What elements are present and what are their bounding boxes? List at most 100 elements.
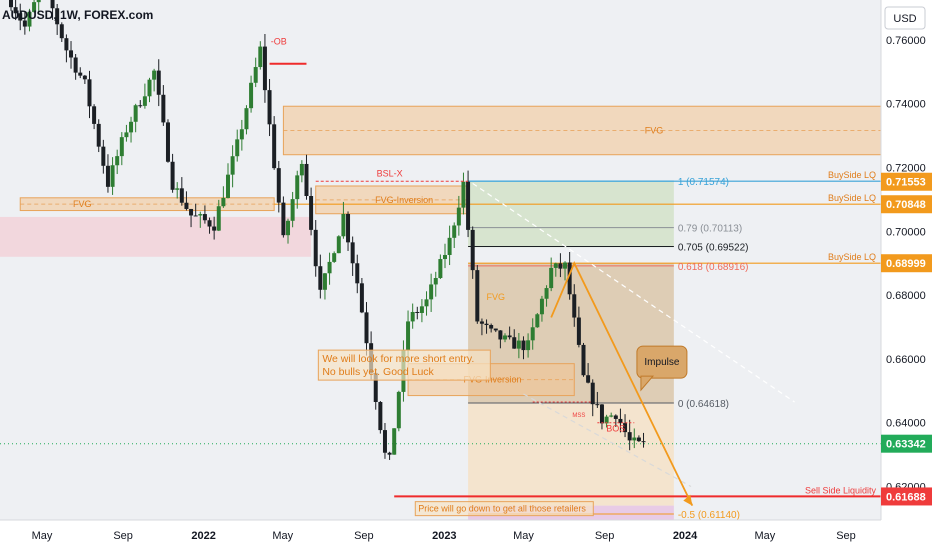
candle-body	[387, 452, 392, 455]
candle-body	[613, 415, 618, 419]
zone-label: FVG-Inversion	[463, 375, 521, 385]
candle-body	[424, 299, 429, 307]
candle-body	[175, 188, 180, 190]
candle-body	[78, 72, 83, 76]
candle-body	[286, 220, 291, 236]
impulse-callout-box	[636, 345, 688, 379]
candle-body	[489, 325, 494, 329]
candle-body	[341, 213, 346, 237]
candle-body	[9, 0, 14, 8]
candle-body	[609, 415, 614, 417]
candle-body	[304, 163, 309, 197]
candle-body	[249, 82, 254, 109]
zone-box	[468, 181, 674, 248]
time-tick-label: Sep	[354, 530, 374, 542]
candle-body	[170, 161, 175, 190]
price-tick-label: 0.76000	[886, 35, 926, 47]
impulse-arrowhead	[683, 494, 693, 506]
fib-label: -0.5 (0.61140)	[678, 510, 740, 521]
currency-button[interactable]: USD	[884, 6, 926, 30]
candle-body	[230, 156, 235, 175]
candle-body	[429, 284, 434, 300]
candle-body	[332, 253, 337, 262]
candle-body	[161, 94, 166, 123]
time-tick-label: 2024	[673, 530, 698, 542]
price-tick-label: 0.72000	[886, 162, 926, 174]
price-axis[interactable]	[881, 0, 932, 550]
price-badge	[881, 434, 932, 453]
candle-body	[581, 344, 586, 376]
symbol-title[interactable]: AUDUSD, 1W, FOREX.com	[2, 8, 153, 22]
time-tick-label: 2023	[432, 530, 456, 542]
candle-body	[470, 229, 475, 271]
candle-body	[623, 423, 628, 433]
currency-button-frame[interactable]	[884, 6, 926, 30]
annotation-label: BOS	[606, 423, 625, 433]
candle-body	[539, 298, 544, 315]
note-line: Price will go down to get all those reta…	[418, 504, 586, 514]
candle-body	[221, 197, 226, 207]
candle-body	[447, 237, 452, 255]
candle-body	[318, 266, 323, 290]
candle-body	[59, 24, 64, 39]
candle-body	[466, 181, 471, 230]
levels-layer	[0, 180, 881, 515]
currency-button-label[interactable]: USD	[893, 13, 916, 25]
candle-body	[322, 273, 327, 290]
candle-body	[82, 75, 87, 80]
candle-body	[258, 46, 263, 68]
fib-label: 0.705 (0.69522)	[678, 243, 749, 254]
candles-layer	[9, 0, 646, 460]
candle-body	[632, 437, 637, 441]
candle-body	[595, 404, 600, 406]
candle-body	[530, 327, 535, 341]
price-axis-ticks: 0.76000 0.74000 0.72000 0.70000 0.68000 0.660…	[881, 35, 932, 506]
candle-body	[142, 96, 147, 106]
price-badge	[881, 172, 932, 191]
price-badge-label: 0.70848	[886, 199, 926, 211]
candle-body	[355, 263, 360, 284]
level-label: BuySide LQ	[828, 170, 876, 180]
candle-body	[64, 38, 69, 51]
note-box	[317, 349, 491, 381]
level-label: BuySide LQ	[828, 193, 876, 203]
candle-body	[479, 321, 484, 324]
candle-body	[452, 225, 457, 238]
zone-label: FVG	[645, 125, 664, 135]
price-badge-label: 0.63342	[886, 439, 926, 451]
candle-body	[415, 311, 420, 313]
candle-body	[503, 335, 508, 340]
trend-line-lower	[523, 393, 692, 488]
candle-body	[346, 213, 351, 243]
note-box	[414, 501, 594, 517]
candle-body	[636, 437, 641, 442]
candle-body	[516, 340, 521, 349]
candle-body	[567, 262, 572, 295]
candle-body	[119, 137, 124, 157]
candle-body	[396, 391, 401, 429]
candle-body	[604, 416, 609, 424]
trend-line-upper	[472, 182, 795, 403]
candle-body	[563, 262, 568, 269]
candle-body	[129, 121, 134, 133]
candle-body	[382, 430, 387, 453]
candle-body	[32, 2, 37, 12]
price-tick-label: 0.64000	[886, 418, 926, 430]
candle-body	[627, 432, 632, 441]
candle-body	[442, 254, 447, 260]
zone-box	[0, 216, 312, 257]
time-axis-ticks: May Sep 2022 May Sep 2023 May Sep 2024 May Sep	[32, 530, 856, 542]
candle-body	[202, 214, 207, 221]
candle-body	[281, 202, 286, 236]
candle-body	[590, 382, 595, 405]
candle-body	[433, 278, 438, 285]
candle-body	[641, 441, 646, 443]
candle-body	[147, 79, 152, 97]
candle-body	[512, 337, 517, 349]
time-axis[interactable]	[0, 520, 881, 550]
candle-body	[101, 146, 106, 166]
candle-body	[327, 261, 332, 274]
candle-body	[572, 294, 577, 318]
